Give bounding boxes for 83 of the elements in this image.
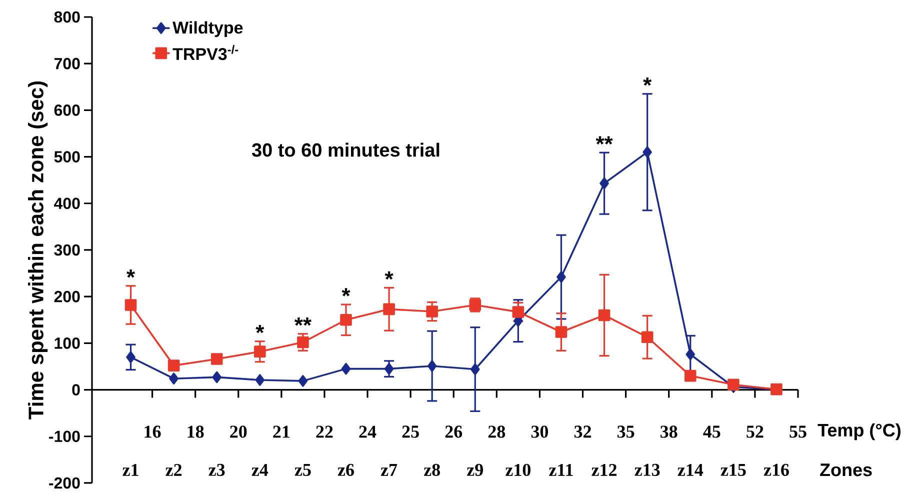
annotation: 30 [531,426,548,438]
point [555,326,568,338]
x-axis-title: Zones [820,464,872,476]
legend-label: Wildtype [172,21,243,38]
point [168,360,180,372]
text: Temp (°C) [818,423,900,440]
annotation: * [342,288,350,296]
annotation: 16 [144,426,161,438]
annotation: 28 [488,426,506,438]
x-tick-label: z13 [634,464,660,476]
annotation: ** [294,318,312,326]
legend-label: TRPV3$^{-/-}$ [172,45,238,60]
point [297,336,309,348]
point [384,362,394,375]
point [600,177,609,190]
y-tick-label: 300 [54,244,80,256]
annotation: 20 [230,426,247,438]
y-tick-label: 200 [54,290,80,302]
x-tick-label: z7 [380,464,398,476]
x-tick-label: z6 [338,464,354,476]
annotation: * [126,270,136,278]
point [298,375,308,387]
annotation: 26 [445,426,462,438]
x-tick-label: z2 [166,464,182,476]
annotation: 55 [790,426,806,438]
x-tick-label: z9 [466,464,483,476]
x-tick-label: z15 [720,464,746,476]
y-tick-label: 100 [54,338,80,349]
x-tick-label: z14 [678,464,704,476]
annotation: 24 [359,426,376,438]
point [255,374,265,386]
annotation: * [643,78,652,86]
point [210,353,223,365]
point [124,299,137,311]
annotation: 35 [617,426,634,438]
x-tick-label: z10 [506,464,530,476]
y-tick-label: 600 [54,104,80,116]
y-tick-label: 700 [54,58,80,70]
point [642,146,652,158]
annotation: 25 [402,426,419,438]
x-tick-label: z11 [549,464,573,476]
point [641,331,654,344]
x-tick-label: z8 [424,464,440,476]
point [684,370,696,382]
y-tick-label: 800 [54,11,80,23]
y-tick-label: -100 [49,430,80,442]
text: 30 to 60 minutes trial [252,142,440,157]
point [426,306,438,318]
annotation: 32 [574,426,591,438]
x-tick-label: z12 [592,464,617,476]
point [126,351,136,364]
point [340,314,352,326]
point [169,372,178,384]
x-tick-label: z3 [208,464,225,476]
point [383,303,395,316]
y-tick-label: -200 [49,477,80,489]
point [598,309,610,322]
point [686,348,696,360]
x-tick-label: z1 [122,464,138,476]
point [341,362,351,375]
point [427,360,437,372]
x-tick-label: z5 [294,464,311,476]
annotation: ** [596,136,613,144]
annotation: * [256,324,264,334]
annotation: * [384,271,394,280]
y-tick-label: 400 [54,198,80,210]
y-tick-label: 500 [54,151,80,162]
point [470,363,480,376]
annotation: 45 [703,426,720,438]
annotation: 22 [316,426,333,438]
y-tick-label: 0 [72,384,80,396]
point [728,378,740,391]
annotation: 21 [273,426,290,438]
x-tick-label: z4 [252,464,268,476]
point [212,371,222,384]
x-tick-label: z16 [764,464,789,476]
point [556,271,566,283]
y-axis-title: Time spent within each zone (sec) [28,81,48,420]
annotation: 18 [188,426,204,438]
annotation: 52 [746,426,764,438]
annotation: 38 [660,426,678,438]
point [254,346,266,358]
point [512,306,524,318]
